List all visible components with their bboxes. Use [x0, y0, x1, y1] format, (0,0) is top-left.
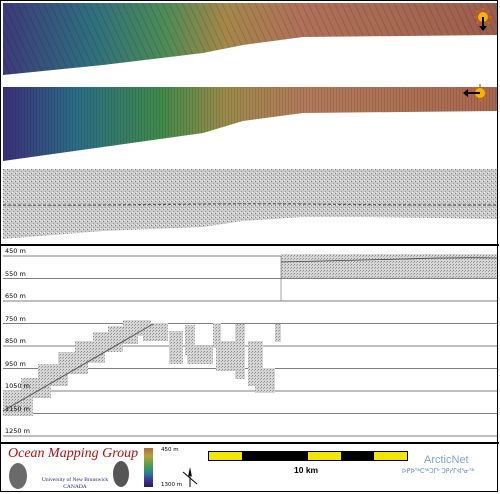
colorbar-bottom-label: 1300 m — [161, 482, 183, 488]
arcticnet-logo: ArcticNet — [424, 454, 469, 466]
section-divider — [1, 244, 499, 246]
depth-colorbar — [144, 448, 153, 487]
university-name: University of New Brunswick — [41, 477, 109, 483]
scale-bar — [208, 451, 408, 461]
legend-panel: Ocean Mapping Group University of New Br… — [1, 444, 499, 493]
scale-segment — [275, 452, 308, 460]
depth-tick-label: 550 m — [5, 269, 26, 278]
depth-tick-label: 750 m — [5, 314, 26, 323]
north-arrow-icon — [182, 467, 198, 487]
country-label: CANADA — [63, 484, 87, 490]
backscatter-strip — [3, 169, 497, 239]
sun-icon — [474, 8, 492, 31]
scale-segment — [308, 452, 341, 460]
depth-tick-label: 850 m — [5, 337, 26, 345]
depth-tick-label: 450 m — [5, 247, 26, 255]
scale-segment — [341, 452, 374, 460]
depth-tick-label: 950 m — [5, 359, 26, 368]
depth-tick-label: 1050 m — [5, 382, 30, 390]
scale-segment — [209, 452, 242, 460]
university-credit: University of New Brunswick CANADA — [35, 477, 115, 491]
colorbar-top-label: 450 m — [161, 447, 179, 453]
logo-blob-left — [9, 463, 27, 489]
bathymetry-strip-east-illumination — [3, 87, 497, 161]
section-divider — [1, 442, 499, 444]
ocean-mapping-group-title: Ocean Mapping Group — [8, 446, 139, 461]
sun-icon — [463, 84, 487, 102]
depth-tick-label: 650 m — [5, 292, 26, 300]
depth-tick-label: 1250 m — [5, 427, 30, 435]
arcticnet-syllabics: ᐅᑭᐅᖅᑕᖅᑐᒥᒃ ᑐᑭᓯᒋᐊᕐᓂᖅ — [402, 468, 475, 475]
depth-tick-label: 1150 m — [5, 404, 30, 413]
scale-segment — [374, 452, 407, 460]
scale-segment — [242, 452, 275, 460]
bathymetry-strip-north-illumination — [3, 3, 497, 75]
depth-profile-panel — [3, 254, 497, 437]
scale-bar-label: 10 km — [294, 465, 319, 475]
logo-blob-right — [113, 461, 129, 487]
seafloor-trace — [280, 257, 497, 263]
